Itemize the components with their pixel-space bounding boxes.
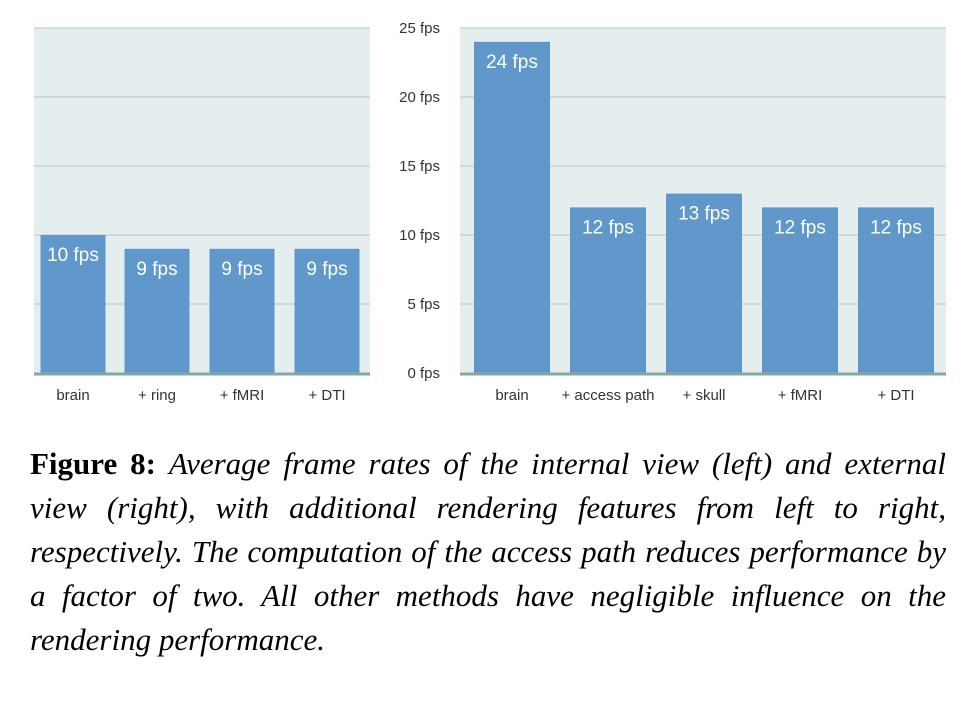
external-bar-data-label: 12 fps xyxy=(582,217,634,238)
y-tick-label: 20 fps xyxy=(399,89,440,106)
internal-bar xyxy=(40,235,106,373)
external-view-panel: 24 fps brain 12 fps + access path 13 fps + sk… xyxy=(460,27,946,404)
external-bar xyxy=(570,207,646,373)
y-tick-label: 15 fps xyxy=(399,158,440,175)
internal-bar xyxy=(124,248,190,373)
internal-bar-data-label: 9 fps xyxy=(136,259,177,280)
external-bar xyxy=(474,41,550,374)
external-bar-data-label: 24 fps xyxy=(486,52,538,73)
external-bar-data-label: 13 fps xyxy=(678,204,730,225)
bar-chart-figure: 10 fps brain 9 fps + ring 9 fps + fMRI 9 fps + … xyxy=(34,20,946,404)
external-category-label: + access path xyxy=(562,387,655,404)
internal-category-label: + ring xyxy=(138,387,176,404)
internal-bar xyxy=(209,248,275,373)
external-bar-data-label: 12 fps xyxy=(870,217,922,238)
y-tick-label: 5 fps xyxy=(407,296,440,313)
y-tick-label: 0 fps xyxy=(407,365,440,382)
figure-caption: Figure 8: Average frame rates of the int… xyxy=(30,442,946,662)
external-category-label: + fMRI xyxy=(778,387,823,404)
chart-canvas: 10 fps brain 9 fps + ring 9 fps + fMRI 9 fps + … xyxy=(34,20,946,404)
internal-bar xyxy=(294,248,360,373)
external-bar-data-label: 12 fps xyxy=(774,217,826,238)
external-bar xyxy=(666,193,742,373)
y-axis-ticks: 0 fps 5 fps 10 fps 15 fps 20 fps 25 fps xyxy=(399,20,440,382)
caption-text: Average frame rates of the internal view… xyxy=(30,446,946,657)
y-tick-label: 25 fps xyxy=(399,20,440,37)
external-bar xyxy=(762,207,838,373)
internal-category-label: brain xyxy=(56,387,89,404)
caption-label: Figure 8: xyxy=(30,446,156,481)
internal-category-label: + DTI xyxy=(308,387,345,404)
internal-category-label: + fMRI xyxy=(220,387,265,404)
internal-bar-data-label: 9 fps xyxy=(221,259,262,280)
y-tick-label: 10 fps xyxy=(399,227,440,244)
external-category-label: + DTI xyxy=(877,387,914,404)
external-bar xyxy=(858,207,934,373)
external-category-label: + skull xyxy=(683,387,726,404)
internal-bar-data-label: 10 fps xyxy=(47,245,99,266)
external-category-label: brain xyxy=(495,387,528,404)
internal-bar-data-label: 9 fps xyxy=(306,259,347,280)
internal-view-panel: 10 fps brain 9 fps + ring 9 fps + fMRI 9 fps + … xyxy=(34,27,370,404)
